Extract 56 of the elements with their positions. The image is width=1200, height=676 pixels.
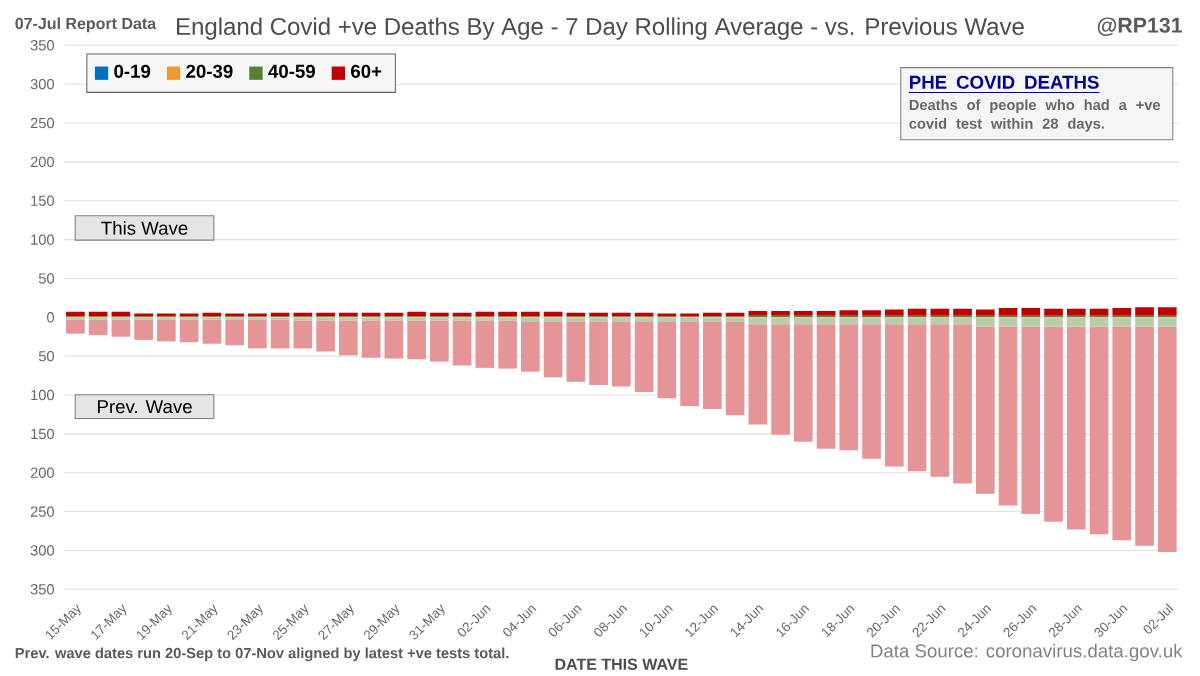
- source-note: Data Source: coronavirus.data.gov.uk: [871, 643, 1183, 662]
- text: @RP131: [1097, 17, 1182, 36]
- bar: [179, 319, 199, 343]
- bar: [612, 321, 631, 387]
- chart-title: England Covid +ve Deaths By Age - 7 Day Rolling Average - vs. Previous Wave: [177, 17, 1024, 40]
- bar: [293, 320, 313, 349]
- bar: [634, 321, 654, 392]
- bar: [225, 319, 244, 346]
- legend-label: 0-19: [114, 64, 151, 78]
- bar: [1112, 326, 1132, 541]
- bar: [839, 324, 859, 451]
- bar: [521, 321, 540, 372]
- bar: [475, 320, 495, 368]
- bar: [339, 320, 358, 356]
- bar: [407, 320, 426, 360]
- legend-label: 60+: [351, 64, 382, 78]
- bar: [657, 321, 677, 399]
- bar: [725, 321, 745, 416]
- legend-label: 40-59: [268, 64, 315, 78]
- bar: [771, 324, 790, 435]
- bar: [793, 324, 813, 442]
- bar: [1044, 326, 1063, 522]
- bar: [134, 319, 153, 340]
- bar: [452, 320, 472, 366]
- bar: [975, 326, 995, 494]
- bar: [748, 324, 768, 425]
- bar: [907, 324, 927, 472]
- bar: [430, 320, 449, 362]
- annotation: Prev. Wave: [98, 400, 192, 414]
- bar: [498, 320, 517, 369]
- bar: [566, 321, 586, 382]
- bar: [361, 320, 381, 358]
- text: 07-Jul Report Data: [15, 17, 157, 33]
- bar: [680, 321, 699, 406]
- bar: [703, 321, 722, 410]
- bar: [1021, 326, 1041, 514]
- bar: [316, 320, 335, 352]
- bar: [862, 324, 881, 459]
- bar: [543, 321, 563, 378]
- bar: [384, 320, 404, 359]
- bar: [589, 321, 608, 385]
- x-axis-title: DATE THIS WAVE: [555, 658, 688, 670]
- bar: [1089, 326, 1109, 535]
- bar: [1066, 326, 1086, 530]
- annotation: This Wave: [101, 221, 188, 235]
- bar: [1135, 326, 1154, 546]
- bar: [998, 326, 1018, 506]
- bar: [157, 319, 176, 342]
- bar: [1157, 326, 1177, 553]
- annotation: PHE COVID DEATHS: [910, 75, 1099, 89]
- bar: [884, 324, 904, 467]
- bar: [930, 324, 950, 477]
- legend-label: 20-39: [186, 64, 233, 78]
- bar: [953, 324, 972, 484]
- bar: [248, 319, 267, 349]
- bar: [816, 324, 836, 449]
